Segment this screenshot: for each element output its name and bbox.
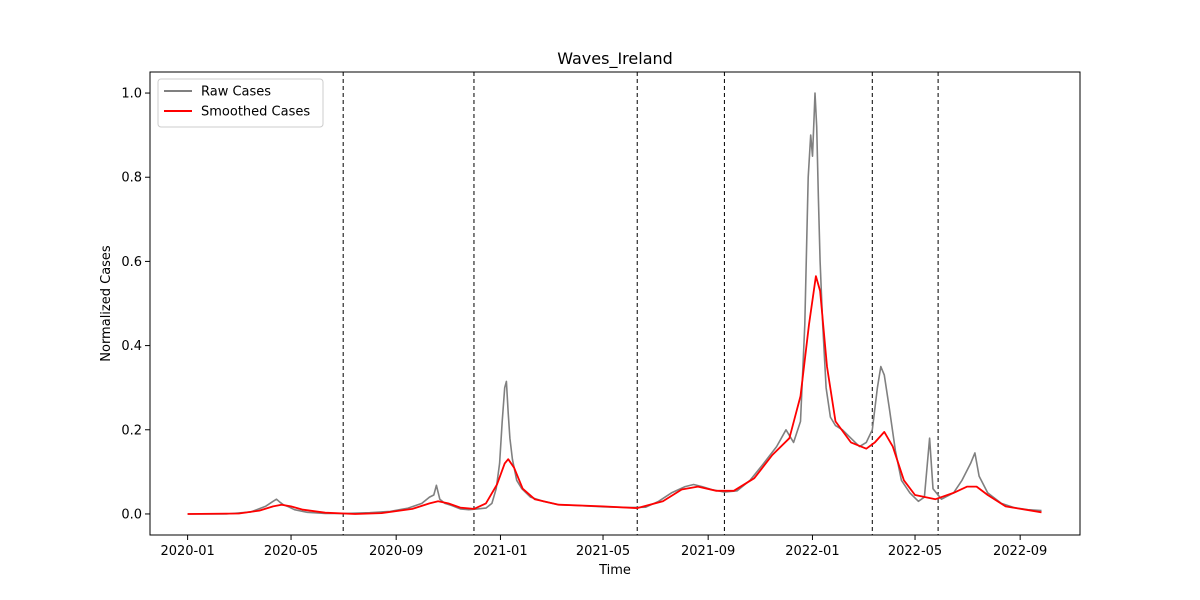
y-tick-label: 0.0: [121, 507, 142, 522]
y-tick-label: 1.0: [121, 87, 142, 102]
plot-area-frame: [149, 71, 1081, 536]
x-tick-label: 2020-01: [160, 544, 214, 559]
x-tick-label: 2021-05: [576, 544, 630, 559]
y-tick-label: 0.4: [121, 339, 142, 354]
smoothed-cases-line: [187, 275, 1042, 515]
x-tick-label: 2021-09: [681, 544, 735, 559]
y-axis-label: Normalized Cases: [99, 245, 114, 362]
legend-label: Smoothed Cases: [201, 105, 310, 120]
x-axis: 2020-01 2020-05 2020-09 2021-01 2021-05 2021-…: [160, 535, 1047, 559]
y-tick-label: 0.6: [121, 255, 142, 270]
legend-box: [157, 78, 324, 128]
chart-title: Waves_Ireland: [557, 49, 673, 69]
y-tick-label: 0.2: [121, 423, 142, 438]
legend: Raw Cases Smoothed Cases: [157, 78, 324, 128]
x-tick-label: 2022-09: [993, 544, 1047, 559]
x-axis-label: Time: [598, 563, 631, 578]
raw-cases-line: [187, 92, 1042, 515]
x-tick-label: 2020-09: [369, 544, 423, 559]
legend-label: Raw Cases: [201, 85, 271, 100]
x-tick-label: 2022-01: [785, 544, 839, 559]
y-axis: 0.0 0.2 0.4 0.6 0.8 1.0: [121, 87, 150, 522]
y-tick-label: 0.8: [121, 171, 142, 186]
x-tick-label: 2020-05: [264, 544, 318, 559]
x-tick-label: 2021-01: [473, 544, 527, 559]
series-layer: [187, 92, 1042, 515]
x-tick-label: 2022-05: [888, 544, 942, 559]
wave-boundaries: [342, 72, 939, 535]
